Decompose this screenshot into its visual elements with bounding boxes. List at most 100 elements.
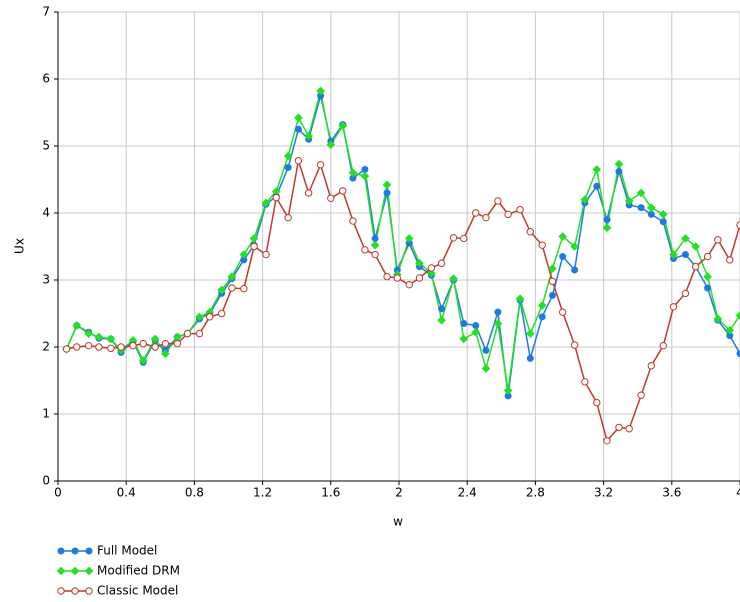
marker xyxy=(438,305,446,313)
marker xyxy=(195,329,204,338)
marker xyxy=(283,151,293,161)
marker xyxy=(57,587,65,595)
marker xyxy=(294,125,302,133)
x-axis-label: w xyxy=(393,515,403,529)
marker xyxy=(62,345,71,353)
marker xyxy=(304,189,313,197)
marker xyxy=(691,262,700,271)
marker xyxy=(56,566,66,576)
x-tick-label: 0.4 xyxy=(117,486,136,500)
marker xyxy=(558,232,567,241)
marker xyxy=(85,587,93,595)
x-tick-label: 2.4 xyxy=(458,486,477,500)
marker xyxy=(516,205,524,214)
marker xyxy=(228,284,236,292)
marker xyxy=(637,391,645,399)
marker xyxy=(592,165,602,174)
y-tick-label: 3 xyxy=(42,273,50,287)
marker xyxy=(370,240,380,250)
marker xyxy=(437,259,446,267)
marker xyxy=(494,308,502,316)
y-tick-label: 0 xyxy=(42,474,50,488)
marker xyxy=(326,140,336,149)
legend-label: Classic Model xyxy=(97,584,178,598)
marker xyxy=(72,321,82,330)
y-axis-label: Ux xyxy=(13,238,27,254)
marker xyxy=(316,161,325,169)
marker xyxy=(624,196,634,206)
marker xyxy=(704,284,712,292)
marker xyxy=(150,334,160,344)
marker xyxy=(482,213,490,222)
marker xyxy=(559,253,567,261)
x-tick-label: 0 xyxy=(54,486,62,500)
marker xyxy=(703,252,712,261)
marker xyxy=(284,163,292,171)
marker xyxy=(139,339,147,348)
marker xyxy=(107,344,115,353)
marker xyxy=(471,327,481,337)
marker xyxy=(138,356,148,365)
marker xyxy=(415,258,424,268)
marker xyxy=(647,362,656,370)
marker xyxy=(548,264,557,273)
marker xyxy=(449,274,458,283)
marker xyxy=(383,189,391,197)
marker xyxy=(537,301,547,310)
marker xyxy=(304,131,313,141)
marker xyxy=(494,197,502,205)
marker xyxy=(681,251,689,259)
marker xyxy=(659,218,667,226)
marker xyxy=(625,425,633,433)
marker xyxy=(161,349,170,359)
marker xyxy=(71,587,79,595)
marker xyxy=(415,274,424,282)
marker xyxy=(94,332,104,342)
marker xyxy=(548,277,557,286)
marker xyxy=(249,234,259,243)
marker xyxy=(393,274,401,282)
marker xyxy=(459,334,469,344)
marker xyxy=(503,386,513,395)
marker xyxy=(261,198,271,208)
marker xyxy=(691,242,700,251)
marker xyxy=(593,398,601,407)
marker xyxy=(580,195,590,204)
marker xyxy=(593,182,601,190)
marker xyxy=(725,325,735,335)
y-tick-label: 4 xyxy=(42,206,50,220)
marker xyxy=(360,171,370,181)
marker xyxy=(526,354,534,362)
legend-label: Modified DRM xyxy=(97,564,180,578)
x-tick-label: 1.6 xyxy=(321,486,340,500)
y-tick-label: 6 xyxy=(42,72,50,86)
marker xyxy=(95,343,103,351)
x-tick-label: 3.6 xyxy=(662,486,681,500)
marker xyxy=(636,188,646,198)
x-tick-label: 0.8 xyxy=(185,486,204,500)
marker xyxy=(481,364,491,373)
marker xyxy=(427,268,436,278)
marker xyxy=(348,168,358,178)
marker xyxy=(472,322,480,330)
marker xyxy=(106,334,116,344)
y-tick-label: 2 xyxy=(42,340,50,354)
y-tick-label: 1 xyxy=(42,407,50,421)
x-tick-label: 2 xyxy=(395,486,403,500)
marker xyxy=(703,272,712,281)
marker xyxy=(637,204,645,212)
marker xyxy=(129,341,137,350)
marker xyxy=(239,250,249,259)
marker xyxy=(294,113,303,123)
marker xyxy=(493,319,503,328)
marker xyxy=(558,308,567,316)
marker xyxy=(70,566,80,576)
marker xyxy=(349,217,357,225)
marker xyxy=(195,312,204,322)
marker xyxy=(681,234,690,243)
marker xyxy=(449,234,458,242)
marker xyxy=(117,343,125,351)
grid xyxy=(57,11,740,482)
